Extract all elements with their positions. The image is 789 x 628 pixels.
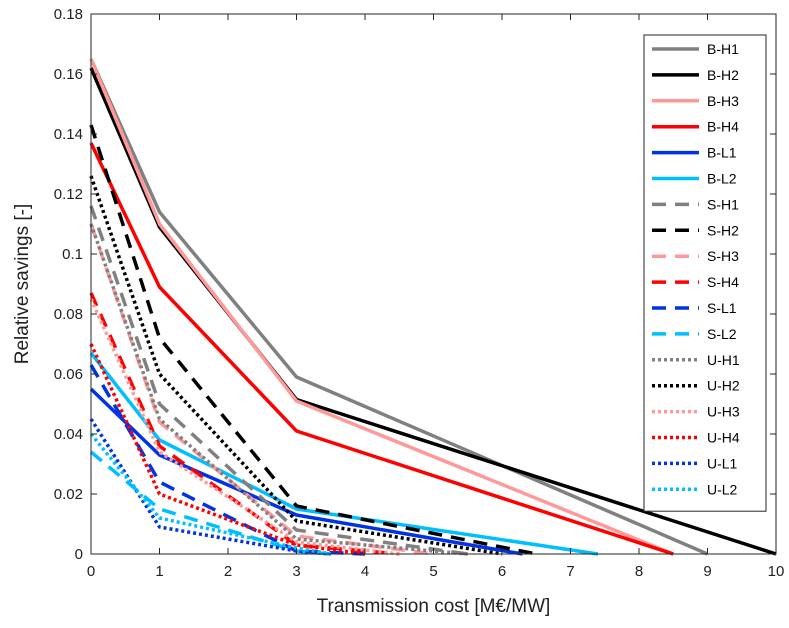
y-tick-label: 0.08 [54,306,83,323]
x-tick-label: 1 [155,563,163,580]
y-tick-label: 0.1 [62,246,83,263]
x-tick-label: 10 [768,563,785,580]
legend-label-b-h3: B-H3 [707,93,739,109]
legend-label-u-l1: U-L1 [707,455,738,471]
x-tick-label: 9 [703,563,711,580]
series-line-s-h1 [89,205,468,556]
x-tick-label: 3 [292,563,300,580]
legend-label-b-h1: B-H1 [707,41,739,57]
x-axis-title: Transmission cost [M€/MW] [317,596,551,617]
series-line-b-h4 [89,142,674,556]
legend-box [643,34,767,512]
legend-label-b-h2: B-H2 [707,67,739,83]
legend: B-H1 B-H2 B-H3 B-H4 B-L1 B-L2 S-H1 S-H2 S-H3 S-H4… [643,34,767,512]
legend-label-s-h4: S-H4 [707,274,739,290]
x-tick-label: 7 [566,563,574,580]
x-tick-label: 0 [87,563,95,580]
series-line-s-h2 [89,124,537,556]
x-tick-label: 6 [498,563,506,580]
y-tick-label: 0.14 [54,126,83,143]
legend-label-s-h1: S-H1 [707,196,739,212]
ticks-layer: 0 1 2 3 4 5 6 7 8 9 10 0 0.02 0.04 0.06 0.08 0.1 0.12 0.14… [54,6,785,580]
legend-label-s-h2: S-H2 [707,222,739,238]
x-tick-label: 8 [635,563,643,580]
legend-label-u-l2: U-L2 [707,481,738,497]
legend-label-u-h3: U-H3 [707,404,740,420]
legend-label-u-h2: U-H2 [707,378,740,394]
x-tick-label: 4 [361,563,369,580]
x-tick-label: 5 [429,563,437,580]
legend-label-b-l2: B-L2 [707,171,737,187]
series-line-u-h2 [89,175,503,556]
y-tick-label: 0.18 [54,6,83,23]
legend-label-b-h4: B-H4 [707,119,739,135]
y-tick-label: 0.12 [54,186,83,203]
y-tick-label: 0.04 [54,426,83,443]
series-line-b-l2 [89,351,599,556]
legend-label-b-l1: B-L1 [707,145,737,161]
y-tick-label: 0 [75,546,83,563]
legend-label-u-h1: U-H1 [707,352,740,368]
y-tick-label: 0.16 [54,66,83,83]
x-tick-label: 2 [224,563,232,580]
y-tick-label: 0.02 [54,486,83,503]
legend-label-s-h3: S-H3 [707,248,739,264]
series-line-u-l2 [89,432,332,556]
y-axis-title: Relative savings [-] [12,204,33,365]
legend-label-s-l2: S-L2 [707,326,737,342]
y-tick-label: 0.06 [54,366,83,383]
series-layer [89,58,777,556]
legend-label-s-l1: S-L1 [707,300,737,316]
legend-label-u-h4: U-H4 [707,430,740,446]
series-line-u-h1 [89,223,468,556]
series-line-b-h3 [89,58,674,556]
